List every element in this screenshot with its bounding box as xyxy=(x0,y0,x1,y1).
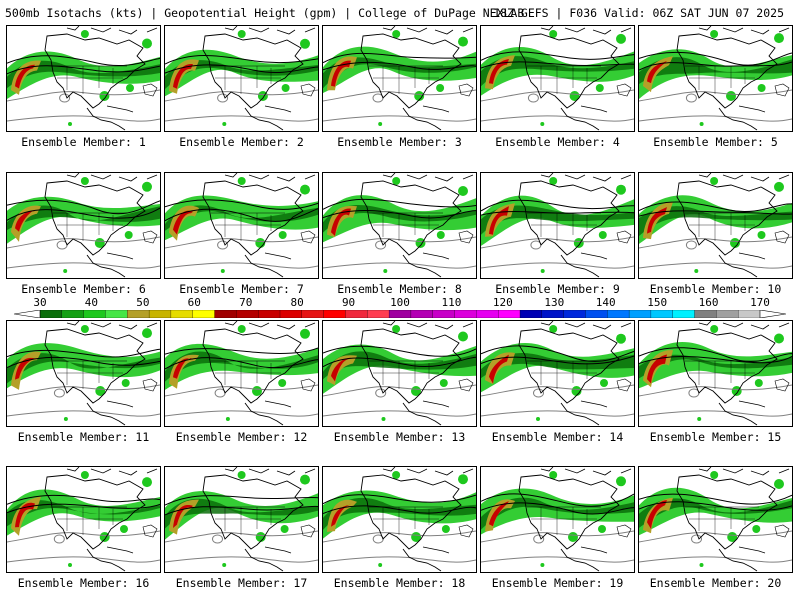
ensemble-member-map xyxy=(6,320,161,427)
colorbar-labels: 30 40 50 60 70 80 90 100 110 120 130 140 150 160 170 xyxy=(0,296,800,310)
colorbar-segment xyxy=(585,310,608,318)
colorbar-left-arrow xyxy=(14,310,41,318)
colorbar-segment xyxy=(541,310,565,318)
ensemble-member-map xyxy=(164,172,319,279)
ensemble-member-map xyxy=(322,172,477,279)
ensemble-member-map xyxy=(480,172,635,279)
colorbar-tick-label: 170 xyxy=(750,296,770,309)
ensemble-member-label: Ensemble Member: 16 xyxy=(17,576,150,590)
ensemble-member-label: Ensemble Member: 20 xyxy=(649,576,782,590)
colorbar-segment xyxy=(607,310,630,318)
colorbar-segment xyxy=(214,310,237,318)
colorbar-segment xyxy=(345,310,368,318)
colorbar-tick-label: 30 xyxy=(33,296,47,309)
colorbar-segment xyxy=(148,310,172,318)
ensemble-member-map xyxy=(322,320,477,427)
ensemble-member-label: Ensemble Member: 12 xyxy=(175,430,308,444)
colorbar-segment xyxy=(738,310,761,318)
ensemble-member-map xyxy=(6,466,161,573)
ensemble-member-map xyxy=(480,466,635,573)
colorbar-segment xyxy=(39,310,63,318)
ensemble-member-map xyxy=(164,466,319,573)
ensemble-member-label: Ensemble Member: 1 xyxy=(21,135,146,149)
colorbar-tick-label: 110 xyxy=(441,296,462,309)
colorbar-tick-label: 40 xyxy=(84,296,99,309)
run-info: 18Z GEFS | F036 Valid: 06Z SAT JUN 07 20… xyxy=(493,6,784,20)
ensemble-member-map xyxy=(638,466,793,573)
ensemble-member-map xyxy=(638,25,793,132)
colorbar-tick-label: 90 xyxy=(341,296,356,309)
ensemble-member-map xyxy=(6,172,161,279)
colorbar-segment xyxy=(388,310,412,318)
ensemble-member-label: Ensemble Member: 7 xyxy=(179,282,304,296)
colorbar-tick-label: 60 xyxy=(187,296,201,309)
colorbar-segment xyxy=(301,310,325,318)
colorbar-segment xyxy=(498,310,521,318)
ensemble-member-label: Ensemble Member: 14 xyxy=(491,430,624,444)
colorbar-segment xyxy=(61,310,85,318)
ensemble-member-label: Ensemble Member: 17 xyxy=(175,576,308,590)
colorbar-tick-label: 150 xyxy=(647,296,668,309)
ensemble-member-map xyxy=(164,320,319,427)
ensemble-member-map xyxy=(6,25,161,132)
ensemble-member-map xyxy=(322,466,477,573)
colorbar-segment xyxy=(716,310,739,318)
colorbar-segment xyxy=(694,310,717,318)
colorbar-segment xyxy=(628,310,652,318)
ensemble-member-label: Ensemble Member: 4 xyxy=(495,135,620,149)
colorbar-tick-label: 50 xyxy=(136,296,150,309)
colorbar-segment xyxy=(258,310,281,318)
colorbar-segment xyxy=(454,310,477,318)
ensemble-member-label: Ensemble Member: 13 xyxy=(333,430,466,444)
ensemble-member-label: Ensemble Member: 3 xyxy=(337,135,462,149)
ensemble-member-label: Ensemble Member: 6 xyxy=(21,282,146,296)
colorbar-segment xyxy=(410,310,434,318)
colorbar-segment xyxy=(519,310,543,318)
chart-title: 500mb Isotachs (kts) | Geopotential Heig… xyxy=(5,6,525,20)
ensemble-member-label: Ensemble Member: 9 xyxy=(495,282,620,296)
colorbar-segment xyxy=(323,310,346,318)
colorbar-segment xyxy=(476,310,499,318)
ensemble-member-map xyxy=(480,320,635,427)
colorbar xyxy=(14,310,786,318)
colorbar-segment xyxy=(650,310,674,318)
colorbar-tick-label: 130 xyxy=(544,296,565,309)
colorbar-segment xyxy=(105,310,128,318)
colorbar-segment xyxy=(279,310,303,318)
colorbar-segment xyxy=(192,310,215,318)
ensemble-member-map xyxy=(164,25,319,132)
ensemble-member-map xyxy=(638,172,793,279)
ensemble-member-label: Ensemble Member: 19 xyxy=(491,576,624,590)
ensemble-member-label: Ensemble Member: 2 xyxy=(179,135,304,149)
ensemble-member-label: Ensemble Member: 8 xyxy=(337,282,462,296)
ensemble-member-label: Ensemble Member: 18 xyxy=(333,576,466,590)
colorbar-tick-label: 120 xyxy=(492,296,513,309)
ensemble-member-label: Ensemble Member: 10 xyxy=(649,282,782,296)
colorbar-segment xyxy=(432,310,456,318)
colorbar-tick-label: 70 xyxy=(239,296,253,309)
colorbar-right-arrow xyxy=(759,310,786,318)
colorbar-segment xyxy=(563,310,586,318)
ensemble-member-map xyxy=(638,320,793,427)
ensemble-member-map xyxy=(480,25,635,132)
colorbar-tick-label: 80 xyxy=(290,296,304,309)
ensemble-member-map xyxy=(322,25,477,132)
ensemble-member-label: Ensemble Member: 5 xyxy=(653,135,778,149)
colorbar-segment xyxy=(367,310,390,318)
colorbar-segment xyxy=(236,310,259,318)
colorbar-tick-label: 100 xyxy=(390,296,410,309)
colorbar-tick-label: 140 xyxy=(595,296,616,309)
colorbar-segment xyxy=(170,310,194,318)
ensemble-member-label: Ensemble Member: 11 xyxy=(17,430,150,444)
colorbar-tick-label: 160 xyxy=(698,296,719,309)
colorbar-segment xyxy=(83,310,106,318)
colorbar-segment xyxy=(672,310,695,318)
colorbar-segment xyxy=(127,310,150,318)
ensemble-member-label: Ensemble Member: 15 xyxy=(649,430,782,444)
